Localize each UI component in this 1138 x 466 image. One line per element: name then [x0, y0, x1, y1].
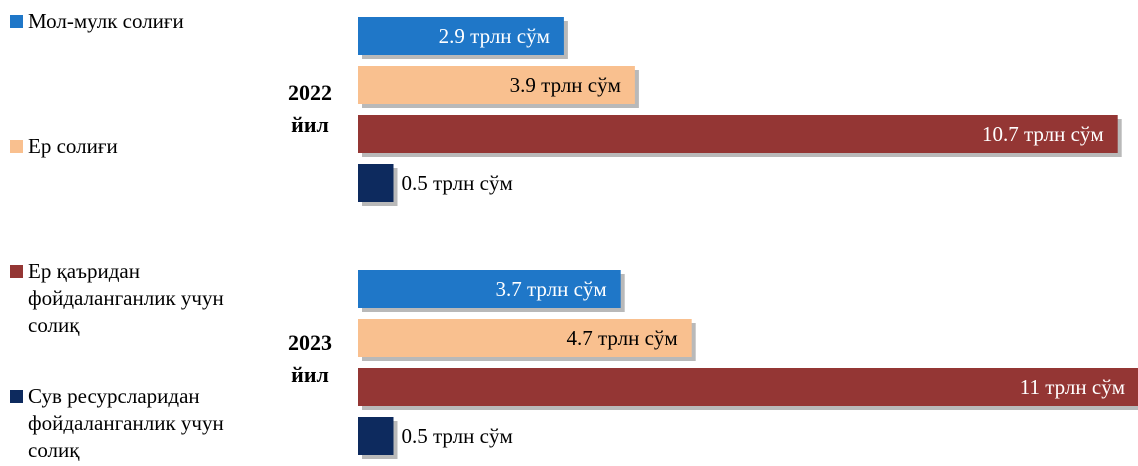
bar-land-tax-1	[358, 319, 692, 357]
legend-swatch-subsoil-tax	[10, 265, 23, 278]
data-label-subsoil-tax-0: 10.7 трлн сўм	[982, 122, 1104, 146]
legend-label-land-tax: Ер солиғи	[28, 134, 118, 158]
data-label-land-tax-1: 4.7 трлн сўм	[566, 326, 677, 350]
bar-subsoil-tax-1	[358, 368, 1138, 406]
bar-property-tax-0	[358, 17, 564, 55]
legend-item-water-tax: Сув ресурсларидан фойдаланганлик учун со…	[10, 383, 258, 464]
data-label-land-tax-0: 3.9 трлн сўм	[510, 73, 621, 97]
legend-item-land-tax: Ер солиғи	[10, 133, 258, 160]
bar-water-tax-1	[358, 417, 394, 455]
year-label-0-1: йил	[291, 112, 329, 137]
legend-swatch-land-tax	[10, 140, 23, 153]
year-label-1-1: йил	[291, 362, 329, 387]
bar-water-tax-0	[358, 164, 394, 202]
legend-swatch-property-tax	[10, 15, 23, 28]
legend-swatch-water-tax	[10, 390, 23, 403]
legend-label-subsoil-tax: Ер қаъридан фойдаланганлик учун солиқ	[28, 259, 224, 337]
data-label-property-tax-0: 2.9 трлн сўм	[439, 24, 550, 48]
data-label-subsoil-tax-1: 11 трлн сўм	[1020, 375, 1125, 399]
year-label-1-0: 2023	[288, 330, 332, 355]
data-label-water-tax-0: 0.5 трлн сўм	[402, 171, 513, 195]
bar-subsoil-tax-0	[358, 115, 1118, 153]
legend-item-subsoil-tax: Ер қаъридан фойдаланганлик учун солиқ	[10, 258, 258, 339]
data-label-property-tax-1: 3.7 трлн сўм	[495, 277, 606, 301]
year-label-0-0: 2022	[288, 80, 332, 105]
data-label-water-tax-1: 0.5 трлн сўм	[402, 424, 513, 448]
bar-land-tax-0	[358, 66, 635, 104]
legend-label-water-tax: Сув ресурсларидан фойдаланганлик учун со…	[28, 384, 224, 462]
legend-label-property-tax: Мол-мулк солиғи	[28, 9, 184, 33]
legend-item-property-tax: Мол-мулк солиғи	[10, 8, 258, 35]
bar-property-tax-1	[358, 270, 621, 308]
